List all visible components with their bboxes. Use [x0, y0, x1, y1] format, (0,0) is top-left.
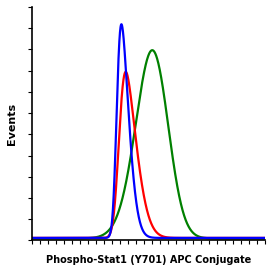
Y-axis label: Events: Events — [7, 103, 17, 145]
X-axis label: Phospho-Stat1 (Y701) APC Conjugate: Phospho-Stat1 (Y701) APC Conjugate — [46, 255, 251, 265]
